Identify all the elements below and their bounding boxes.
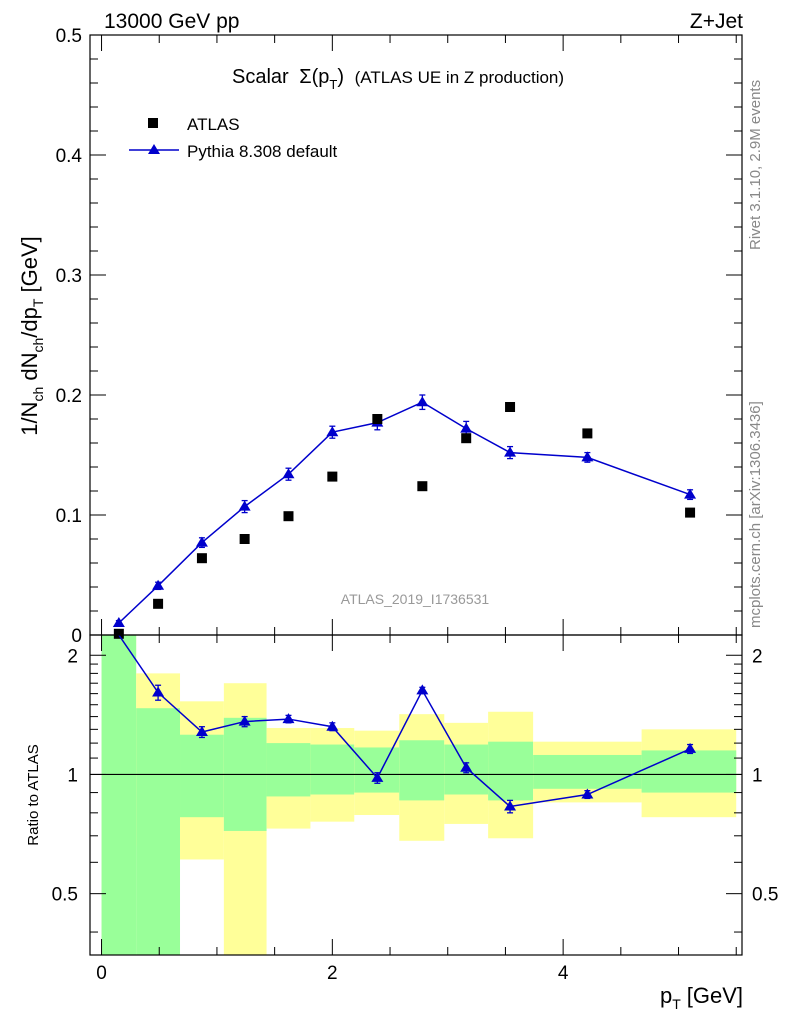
- legend: ATLAS Pythia 8.308 default: [129, 115, 338, 161]
- pythia-point: [504, 446, 517, 457]
- ratio-point: [326, 720, 339, 731]
- ratio-y-tick-label-right: 0.5: [752, 885, 778, 906]
- chart-title: Scalar Σ(pT) (ATLAS UE in Z production): [232, 66, 564, 92]
- ratio-band-inner: [399, 740, 445, 801]
- pythia-point: [238, 500, 251, 511]
- ratio-band-inner: [101, 635, 137, 955]
- atlas-point: [417, 481, 428, 492]
- chart-title-close: ): [337, 66, 344, 88]
- y-axis-label-part-1: ch: [30, 387, 46, 402]
- ratio-band-inner: [266, 743, 311, 797]
- x-tick-label: 4: [558, 963, 569, 984]
- atlas-point: [582, 428, 593, 439]
- ratio-point: [282, 713, 295, 724]
- ratio-band-inner: [136, 708, 181, 955]
- atlas-point: [196, 553, 207, 564]
- pythia-point: [416, 396, 429, 407]
- ratio-point: [504, 800, 517, 811]
- ratio-point: [371, 771, 384, 782]
- x-tick-label: 2: [327, 963, 338, 984]
- y-axis-label-part-5: T: [30, 298, 46, 307]
- header-left: 13000 GeV pp: [104, 10, 239, 33]
- atlas-point: [327, 471, 338, 482]
- analysis-watermark: ATLAS_2019_I1736531: [341, 591, 490, 607]
- ratio-band-inner: [354, 747, 400, 793]
- x-axis-label: pT [GeV]: [660, 983, 743, 1012]
- legend-marker-pythia: [148, 144, 160, 154]
- chart-title-symbol: Σ(p: [299, 66, 329, 88]
- legend-label-atlas: ATLAS: [187, 115, 240, 134]
- ratio-y-axis-label: Ratio to ATLAS: [25, 744, 42, 845]
- ratio-band-inner: [310, 744, 355, 795]
- ratio-y-tick-label-right: 1: [752, 765, 763, 786]
- y-axis-label-part-4: /dp: [17, 307, 42, 338]
- atlas-point: [372, 414, 383, 424]
- ratio-point: [238, 715, 251, 726]
- chart-title-rest: (ATLAS UE in Z production): [355, 68, 564, 87]
- chart-marks: 00.10.20.30.40.50 2 40.5 0.51 12 2: [52, 26, 779, 984]
- ratio-series-line: [118, 634, 691, 808]
- y-axis-label-part-3: ch: [30, 338, 46, 353]
- atlas-point: [113, 628, 124, 639]
- ratio-point: [195, 726, 208, 737]
- ratio-point: [152, 686, 165, 697]
- y-tick-label: 0.4: [56, 146, 83, 167]
- ratio-point: [460, 761, 473, 772]
- ratio-y-tick-label: 2: [67, 646, 78, 667]
- y-axis-label: 1/Nch dNch/dpT [GeV]: [17, 236, 46, 436]
- ratio-point: [684, 742, 697, 753]
- y-axis-label-part-6: [GeV]: [17, 236, 42, 298]
- legend-marker-atlas: [148, 118, 158, 128]
- y-axis-label-part-2: dN: [17, 353, 42, 387]
- ratio-y-tick-label-right: 2: [752, 646, 763, 667]
- chart-title-prefix: Scalar: [232, 66, 289, 88]
- pythia-point: [152, 579, 165, 590]
- ratio-y-tick-label: 1: [67, 765, 78, 786]
- y-tick-label: 0.5: [56, 26, 82, 47]
- atlas-point: [685, 507, 696, 518]
- pythia-point: [581, 451, 594, 462]
- ratio-band-inner: [180, 734, 224, 818]
- y-axis-label-part-0: 1/N: [17, 402, 42, 436]
- mcplots-reference-text: mcplots.cern.ch [arXiv:1306.3436]: [747, 401, 764, 628]
- chart-title-sub: T: [329, 77, 337, 92]
- y-tick-label: 0.1: [56, 506, 82, 527]
- x-tick-label: 0: [96, 963, 107, 984]
- x-axis-label-main: p: [660, 983, 672, 1008]
- ratio-band-inner: [533, 754, 642, 789]
- atlas-point: [239, 534, 250, 544]
- pythia-point: [460, 422, 473, 433]
- x-axis-label-unit: [GeV]: [687, 983, 743, 1008]
- pythia-point: [282, 468, 295, 479]
- y-tick-label: 0: [71, 626, 82, 647]
- rivet-version-text: Rivet 3.1.10, 2.9M events: [747, 80, 764, 250]
- ratio-band-inner: [641, 750, 737, 793]
- atlas-point: [505, 402, 516, 412]
- legend-label-pythia: Pythia 8.308 default: [187, 142, 338, 161]
- pythia-point: [112, 617, 125, 627]
- ratio-uncertainty-bands: [101, 635, 737, 955]
- ratio-y-tick-label: 0.5: [52, 885, 78, 906]
- pythia-series-line: [118, 401, 691, 624]
- y-tick-label: 0.3: [56, 266, 82, 287]
- y-tick-label: 0.2: [56, 386, 82, 407]
- pythia-point: [195, 536, 208, 547]
- pythia-point: [326, 426, 339, 437]
- header-right: Z+Jet: [690, 10, 743, 33]
- ratio-panel-frame: [89, 634, 743, 956]
- atlas-point: [461, 433, 472, 444]
- pythia-point: [684, 488, 697, 499]
- ratio-point: [416, 684, 429, 695]
- ratio-band-inner: [488, 741, 534, 801]
- atlas-point: [283, 511, 294, 522]
- x-axis-label-sub: T: [672, 996, 681, 1012]
- ratio-point: [581, 788, 594, 799]
- atlas-point: [153, 598, 164, 609]
